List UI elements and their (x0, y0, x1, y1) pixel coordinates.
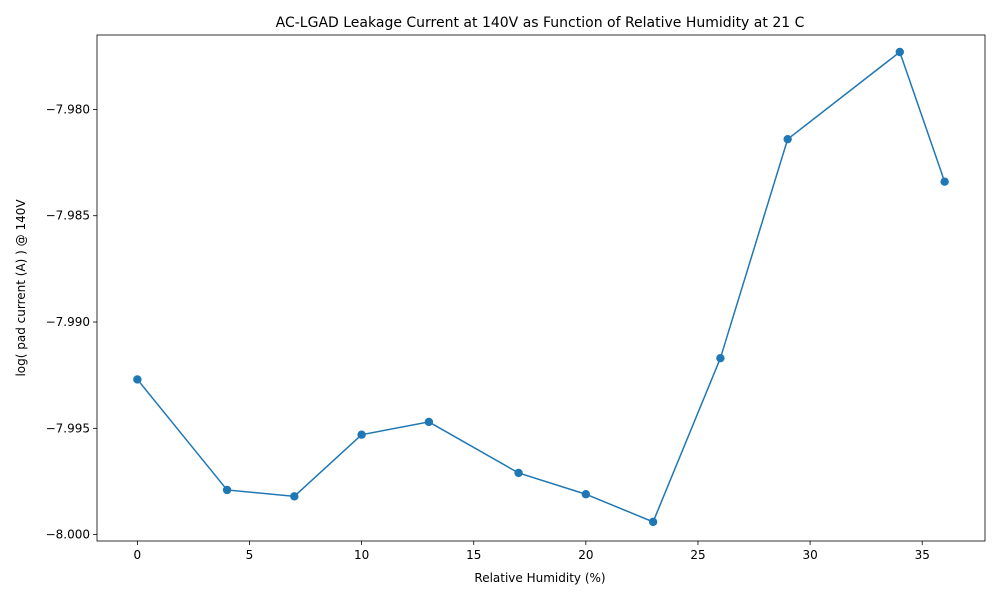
x-tick-label: 15 (466, 548, 481, 562)
series-layer (133, 47, 949, 527)
data-point (940, 177, 949, 186)
x-axis: 0 5 10 15 20 25 30 35 (134, 541, 930, 562)
x-tick-label: 10 (354, 548, 369, 562)
x-tick-label: 5 (246, 548, 254, 562)
y-tick-label: −7.985 (46, 209, 90, 223)
data-point (783, 134, 792, 144)
x-tick-label: 25 (690, 548, 705, 562)
chart-title: AC-LGAD Leakage Current at 140V as Funct… (276, 15, 805, 31)
y-tick-label: −7.990 (46, 315, 90, 329)
plot-frame (96, 34, 986, 542)
plot-area (96, 34, 986, 542)
x-axis-label: Relative Humidity (%) (474, 571, 605, 585)
data-point (133, 375, 142, 384)
data-point (222, 485, 232, 495)
data-point (357, 430, 366, 439)
data-point (895, 47, 904, 57)
y-tick-label: −7.995 (46, 421, 90, 435)
series-line (136, 50, 946, 523)
x-tick-label: 0 (134, 548, 142, 562)
data-point (716, 353, 725, 363)
data-point (290, 492, 299, 501)
y-axis-label: log( pad current (A) ) @ 140V (14, 199, 28, 377)
y-tick-label: −7.980 (46, 102, 90, 116)
data-point (424, 417, 434, 427)
x-tick-label: 35 (915, 548, 930, 562)
data-point (514, 468, 523, 478)
data-point (581, 490, 591, 499)
x-tick-label: 30 (802, 548, 817, 562)
data-point (648, 517, 658, 527)
y-axis: −8.000 −7.995 −7.990 −7.985 −7.980 (46, 102, 97, 542)
x-tick-label: 20 (578, 548, 593, 562)
y-tick-label: −8.000 (46, 528, 90, 542)
